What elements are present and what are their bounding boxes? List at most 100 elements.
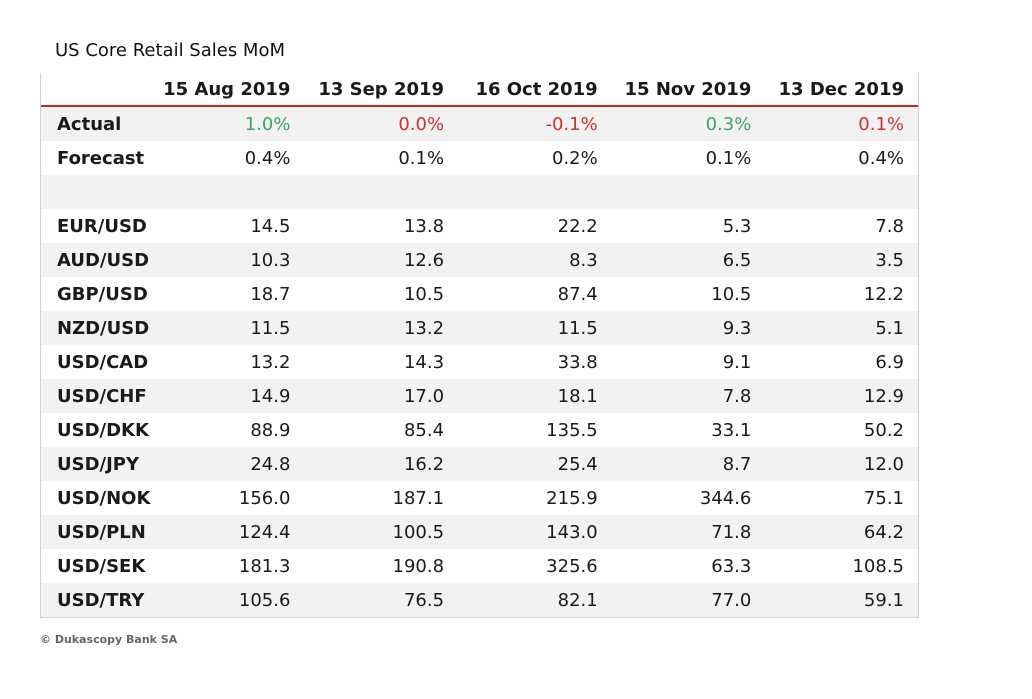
table-cell: 18.7 [250,283,291,305]
row-label: Actual [57,113,122,135]
forecast-value: 0.4% [858,147,904,169]
table-row: EUR/USD 14.5 13.8 22.2 5.3 7.8 [41,209,918,243]
row-label: USD/SEK [57,555,146,577]
table-cell: 7.8 [722,385,752,407]
row-label: NZD/USD [57,317,150,339]
table-cell: 14.9 [250,385,291,407]
actual-value: 0.0% [398,113,445,135]
table-cell: 325.6 [546,555,598,577]
table-row: USD/PLN 124.4 100.5 143.0 71.8 64.2 [41,515,918,549]
table-row: AUD/USD 10.3 12.6 8.3 6.5 3.5 [41,243,918,277]
forecast-row: Forecast 0.4% 0.1% 0.2% 0.1% 0.4% [41,141,918,175]
table-cell: 64.2 [863,521,904,543]
table-cell: 156.0 [238,487,291,509]
row-label: EUR/USD [57,215,147,237]
table-cell: 85.4 [403,419,445,441]
table-cell: 190.8 [392,555,445,577]
table-cell: 9.3 [722,317,752,339]
table-cell: 9.1 [722,351,752,373]
table-cell: 33.1 [711,419,752,441]
table-cell: 77.0 [711,589,752,611]
table-title: US Core Retail Sales MoM [55,40,285,61]
row-label: GBP/USD [57,283,148,305]
table-row: GBP/USD 18.7 10.5 87.4 10.5 12.2 [41,277,918,311]
table-cell: 71.8 [711,521,752,543]
table-cell: 50.2 [863,419,904,441]
forecast-value: 0.2% [551,147,598,169]
table-cell: 88.9 [250,419,291,441]
column-header: 16 Oct 2019 [475,78,598,100]
data-table: 15 Aug 2019 13 Sep 2019 16 Oct 2019 15 Nov … [40,73,919,618]
table-cell: 14.5 [250,215,291,237]
table-cell: 63.3 [711,555,752,577]
table-cell: 181.3 [238,555,291,577]
table-row: USD/CHF 14.9 17.0 18.1 7.8 12.9 [41,379,918,413]
header-row: 15 Aug 2019 13 Sep 2019 16 Oct 2019 15 Nov … [41,73,918,107]
row-label: USD/PLN [57,521,146,543]
table-cell: 5.3 [722,215,752,237]
row-label: USD/TRY [57,589,145,611]
table-cell: 11.5 [557,317,598,339]
actual-value: 1.0% [244,113,291,135]
copyright-footer: © Dukascopy Bank SA [40,633,178,646]
column-header: 15 Aug 2019 [163,78,291,100]
actual-value: 0.3% [705,113,752,135]
table-cell: 12.6 [403,249,445,271]
row-label: Forecast [57,147,145,169]
table-row: USD/DKK 88.9 85.4 135.5 33.1 50.2 [41,413,918,447]
table-cell: 143.0 [546,521,598,543]
forecast-value: 0.1% [398,147,445,169]
table-cell: 124.4 [238,521,291,543]
table-row: USD/JPY 24.8 16.2 25.4 8.7 12.0 [41,447,918,481]
actual-value: 0.1% [858,113,904,135]
table-cell: 135.5 [546,419,598,441]
table-cell: 108.5 [852,555,904,577]
table-cell: 7.8 [875,215,904,237]
table-cell: 12.9 [863,385,904,407]
row-label: USD/DKK [57,419,149,441]
row-label: USD/JPY [57,453,140,475]
table-cell: 87.4 [557,283,598,305]
table-cell: 16.2 [403,453,445,475]
row-label: USD/NOK [57,487,151,509]
table-cell: 187.1 [392,487,445,509]
table-cell: 6.9 [875,351,904,373]
table-cell: 8.7 [722,453,752,475]
table-row: NZD/USD 11.5 13.2 11.5 9.3 5.1 [41,311,918,345]
table-cell: 17.0 [403,385,445,407]
table-cell: 24.8 [250,453,291,475]
table-cell: 12.0 [863,453,904,475]
table-cell: 12.2 [863,283,904,305]
table-row: USD/TRY 105.6 76.5 82.1 77.0 59.1 [41,583,918,617]
table-cell: 18.1 [557,385,598,407]
table-cell: 105.6 [238,589,291,611]
column-header: 15 Nov 2019 [624,78,752,100]
row-label: USD/CAD [57,351,149,373]
table-cell: 100.5 [392,521,445,543]
table-row: USD/NOK 156.0 187.1 215.9 344.6 75.1 [41,481,918,515]
table-cell: 75.1 [863,487,904,509]
table-cell: 8.3 [569,249,598,271]
table-cell: 82.1 [557,589,598,611]
table-cell: 10.3 [250,249,291,271]
table-cell: 10.5 [711,283,752,305]
actual-row: Actual 1.0% 0.0% -0.1% 0.3% 0.1% [41,107,918,141]
table-cell: 13.2 [250,351,291,373]
table-row: USD/CAD 13.2 14.3 33.8 9.1 6.9 [41,345,918,379]
column-header: 13 Dec 2019 [778,78,905,100]
column-header: 13 Sep 2019 [318,78,445,100]
table-cell: 76.5 [403,589,445,611]
actual-value: -0.1% [545,113,598,135]
forecast-value: 0.1% [705,147,752,169]
row-label: AUD/USD [57,249,150,271]
table-cell: 14.3 [403,351,445,373]
table-cell: 59.1 [863,589,904,611]
table-row: USD/SEK 181.3 190.8 325.6 63.3 108.5 [41,549,918,583]
row-label: USD/CHF [57,385,147,407]
table-cell: 25.4 [557,453,598,475]
table-cell: 3.5 [875,249,904,271]
forecast-value: 0.4% [244,147,291,169]
table-cell: 344.6 [699,487,752,509]
table-cell: 6.5 [722,249,752,271]
table-cell: 13.8 [403,215,445,237]
